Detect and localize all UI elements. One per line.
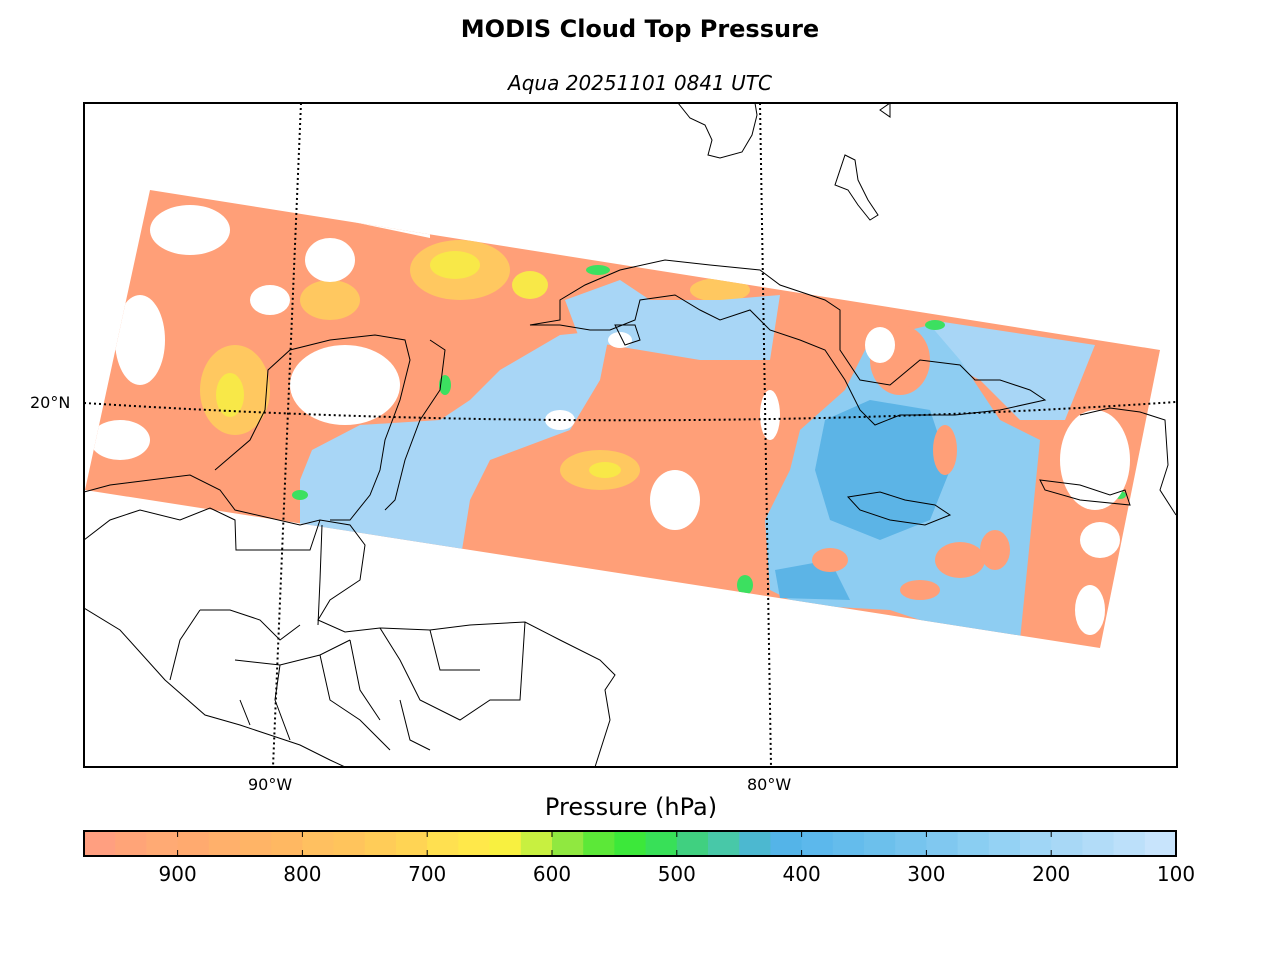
colorbar-segment bbox=[396, 831, 428, 856]
central-america-coast bbox=[84, 474, 616, 767]
colorbar-segment bbox=[333, 831, 366, 856]
colorbar-segment bbox=[364, 831, 397, 856]
colorbar-segment bbox=[614, 831, 647, 856]
colorbar-segment bbox=[957, 831, 990, 856]
colorbar-tick-label: 400 bbox=[782, 862, 821, 886]
colorbar-tick-label: 500 bbox=[657, 862, 696, 886]
colorbar-segment bbox=[583, 831, 615, 856]
cloud-swath bbox=[85, 190, 1160, 648]
colorbar bbox=[84, 831, 1177, 856]
lat-label-20n: 20°N bbox=[30, 393, 71, 412]
colorbar-segment bbox=[801, 831, 834, 856]
yucatan-coast bbox=[214, 334, 411, 521]
hispaniola-coast bbox=[1039, 407, 1177, 516]
colorbar-segment bbox=[864, 831, 896, 856]
coastlines bbox=[84, 103, 1177, 767]
colorbar-tick-label: 700 bbox=[408, 862, 447, 886]
pacific-coast bbox=[84, 607, 346, 767]
colorbar-segment bbox=[708, 831, 740, 856]
chart-title: MODIS Cloud Top Pressure bbox=[460, 15, 820, 43]
florida-coast bbox=[677, 103, 758, 159]
colorbar-segment bbox=[1051, 831, 1083, 856]
colorbar-segment bbox=[489, 831, 522, 856]
map-area bbox=[84, 103, 1177, 767]
colorbar-segment bbox=[770, 831, 803, 856]
colorbar-segment bbox=[552, 831, 584, 856]
colorbar-segment bbox=[1020, 831, 1052, 856]
colorbar-segment bbox=[208, 831, 241, 856]
colorbar-segment bbox=[427, 831, 459, 856]
yellow-cloud-patches bbox=[216, 251, 621, 478]
colorbar-tick-label: 100 bbox=[1156, 862, 1196, 886]
colorbar-tick-label: 600 bbox=[532, 862, 572, 886]
lon-label-80w: 80°W bbox=[747, 775, 792, 794]
colorbar-segment bbox=[895, 831, 927, 856]
colorbar-segment bbox=[240, 831, 272, 856]
meridian-90w bbox=[272, 103, 302, 767]
colorbar-segment bbox=[520, 831, 553, 856]
colorbar-tick-label: 800 bbox=[283, 862, 322, 886]
country-borders bbox=[84, 507, 526, 751]
colorbar-tick-label: 300 bbox=[907, 862, 946, 886]
clear-sky-gaps bbox=[90, 205, 1130, 635]
green-cloud-edges bbox=[292, 265, 1126, 595]
colorbar-segment bbox=[84, 831, 116, 856]
yucatan-east-coast bbox=[384, 339, 446, 511]
jamaica-coast bbox=[846, 491, 952, 526]
colorbar-segment bbox=[988, 831, 1021, 856]
colorbar-segment bbox=[1113, 831, 1146, 856]
parallel-20n bbox=[84, 401, 1177, 422]
colorbar-segment bbox=[458, 831, 491, 856]
colorbar-segment bbox=[676, 831, 709, 856]
colorbar-segment bbox=[739, 831, 771, 856]
colorbar-label: Pressure (hPa) bbox=[544, 793, 718, 821]
bahamas-coast bbox=[834, 103, 891, 221]
cuba-coast bbox=[529, 259, 1047, 426]
isle-of-youth-coast bbox=[614, 324, 641, 346]
colorbar-frame bbox=[83, 830, 1177, 857]
colorbar-segment bbox=[1144, 831, 1177, 856]
colorbar-segment bbox=[146, 831, 179, 856]
chart-subtitle: Aqua 20251101 0841 UTC bbox=[508, 71, 772, 95]
colorbar-tick-label: 900 bbox=[158, 862, 197, 886]
colorbar-segment bbox=[302, 831, 335, 856]
colorbar-segment bbox=[1082, 831, 1115, 856]
colorbar-segment bbox=[645, 831, 678, 856]
colorbar-tick-label: 200 bbox=[1032, 862, 1071, 886]
graticule bbox=[84, 103, 1177, 767]
colorbar-segment bbox=[832, 831, 865, 856]
colorbar-segment bbox=[115, 831, 147, 856]
colorbar-segment bbox=[271, 831, 303, 856]
lon-label-90w: 90°W bbox=[248, 775, 293, 794]
colorbar-segment bbox=[177, 831, 210, 856]
map-frame bbox=[83, 102, 1178, 768]
meridian-80w bbox=[759, 103, 772, 767]
colorbar-segment bbox=[926, 831, 959, 856]
